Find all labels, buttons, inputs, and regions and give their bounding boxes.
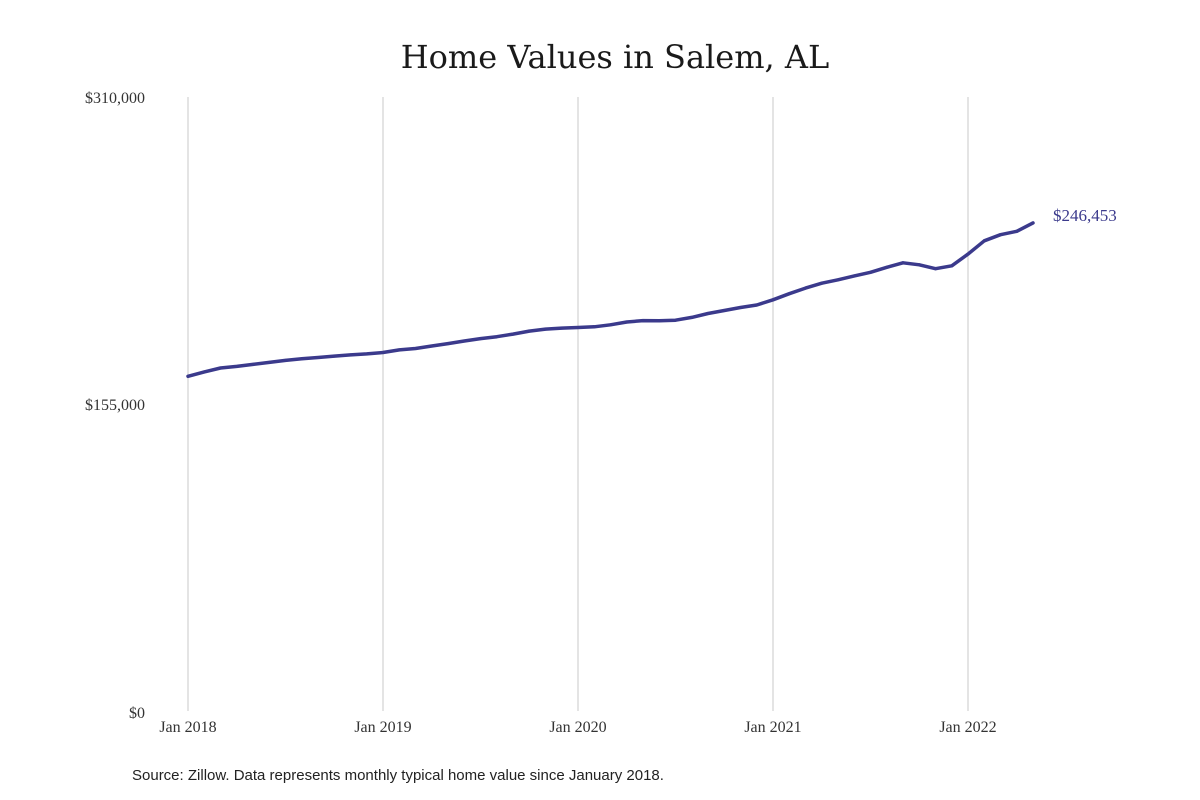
data-point-2018-07 (284, 358, 287, 362)
data-point-2019-11 (544, 327, 547, 331)
x-tick-label-2019-01: Jan 2019 (354, 719, 411, 736)
data-point-2019-08 (495, 335, 499, 339)
series-line-home-value (186, 221, 1035, 379)
data-point-2018-11 (349, 353, 352, 357)
data-point-2020-10 (722, 309, 726, 312)
data-point-2022-01 (966, 252, 970, 256)
data-point-2022-03 (999, 233, 1002, 237)
y-tick-label-310000: $310,000 (85, 90, 145, 107)
chart-title: Home Values in Salem, AL (401, 38, 829, 76)
data-point-2020-04 (625, 320, 629, 324)
data-point-2018-08 (300, 357, 304, 361)
data-point-2018-05 (251, 362, 255, 366)
data-point-2021-05 (836, 278, 840, 282)
data-point-2019-12 (560, 326, 564, 330)
data-point-2018-01 (186, 374, 190, 378)
data-point-2021-11 (934, 267, 937, 271)
y-tick-label-155000: $155,000 (85, 397, 145, 414)
data-point-2021-03 (804, 286, 807, 290)
data-point-2021-04 (820, 281, 824, 285)
data-point-2021-12 (950, 264, 954, 268)
data-point-2019-07 (479, 337, 482, 341)
data-point-2019-03 (414, 347, 417, 350)
data-point-2018-09 (316, 356, 320, 359)
data-point-2022-05 (1031, 221, 1035, 225)
data-point-2019-06 (462, 339, 466, 343)
data-point-2020-02 (592, 325, 596, 329)
data-point-2020-08 (690, 315, 694, 319)
data-point-2018-06 (267, 360, 271, 364)
data-point-2020-11 (739, 306, 742, 309)
data-point-2021-01 (771, 298, 775, 302)
data-point-2019-05 (446, 342, 450, 346)
x-tick-label-2020-01: Jan 2020 (549, 719, 606, 736)
data-points (186, 221, 1035, 378)
data-point-2021-08 (885, 265, 889, 269)
x-tick-label-2021-01: Jan 2021 (744, 719, 801, 736)
data-point-2020-03 (609, 323, 612, 327)
data-point-2022-04 (1015, 229, 1019, 233)
data-point-2022-02 (982, 239, 986, 243)
data-point-2020-06 (657, 319, 661, 323)
data-point-2021-10 (917, 263, 921, 267)
data-point-2019-01 (381, 351, 385, 354)
data-point-2020-09 (706, 312, 710, 315)
data-point-2020-05 (641, 319, 645, 323)
data-point-2021-02 (787, 292, 791, 296)
source-note: Source: Zillow. Data represents monthly … (132, 767, 664, 784)
y-tick-label-0: $0 (129, 705, 145, 722)
data-point-2018-04 (235, 364, 239, 368)
data-point-2018-12 (365, 352, 369, 356)
data-point-2019-09 (511, 332, 515, 336)
data-point-2021-07 (869, 270, 872, 274)
data-point-2018-02 (202, 370, 206, 374)
data-point-2021-09 (901, 261, 905, 265)
data-point-2021-06 (852, 274, 856, 278)
x-tick-label-2022-01: Jan 2022 (939, 719, 996, 736)
gridlines (187, 97, 969, 711)
data-point-2020-01 (576, 326, 580, 329)
data-point-2018-03 (219, 366, 222, 370)
data-point-2018-10 (332, 354, 336, 358)
end-value-label: $246,453 (1053, 206, 1117, 225)
x-tick-label-2018-01: Jan 2018 (159, 719, 216, 736)
data-point-2019-10 (527, 329, 531, 333)
data-point-2019-04 (430, 344, 434, 348)
data-point-2020-12 (755, 303, 759, 307)
x-tick-labels: Jan 2018 Jan 2019 Jan 2020 Jan 2021 Jan 2022 (159, 719, 996, 736)
data-point-2020-07 (674, 318, 677, 322)
data-point-2019-02 (397, 348, 401, 352)
